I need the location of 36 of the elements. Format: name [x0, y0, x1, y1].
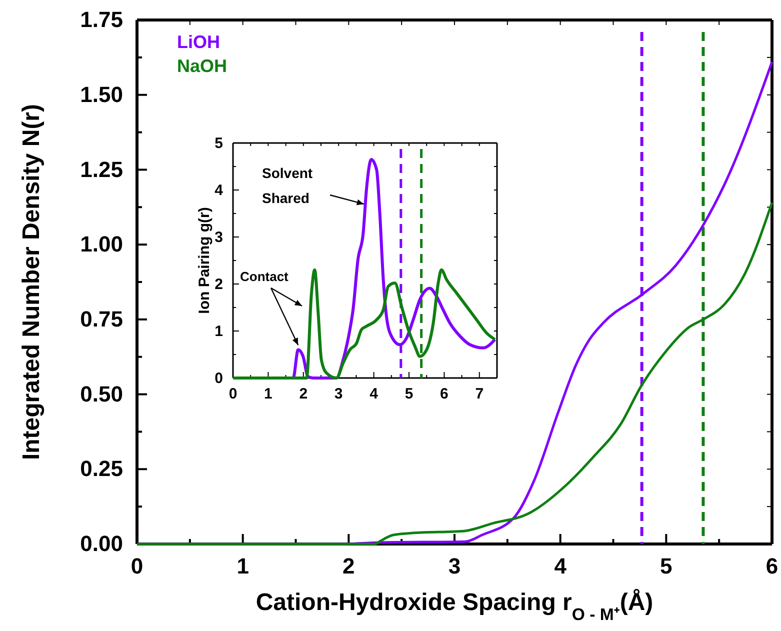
- y-tick-label: 4: [214, 182, 224, 199]
- x-axis-title: Cation-Hydroxide Spacing r$_{O - M⁺}$(Å): [256, 588, 654, 624]
- y-tick-label: 0.50: [80, 381, 123, 406]
- x-tick-label: 5: [660, 554, 672, 579]
- x-tick-label: 3: [334, 386, 343, 403]
- y-tick-label: 1.75: [80, 7, 123, 32]
- annotation: Contact: [240, 269, 290, 284]
- y-tick-label: 0.25: [80, 456, 123, 482]
- y-tick-label: 1.50: [80, 82, 123, 107]
- text: NaOH: [177, 56, 228, 76]
- text: LiOH: [177, 32, 220, 52]
- annotation: Solvent Shared: [262, 165, 313, 206]
- x-tick-label: 6: [766, 554, 778, 579]
- y-tick-label: 1.00: [80, 232, 123, 257]
- x-tick-label: 7: [475, 386, 484, 403]
- x-tick-label: 6: [440, 386, 448, 403]
- x-tick-label: 0: [228, 386, 238, 403]
- x-tick-label: 4: [554, 554, 568, 579]
- x-tick-label: 4: [370, 386, 379, 403]
- y-axis-title: Ion Pairing g(r): [196, 207, 213, 314]
- y-tick-label: 0: [214, 370, 223, 387]
- x-tick-label: 2: [342, 554, 355, 579]
- x-tick-label: 1: [236, 554, 249, 579]
- x-tick-label: 3: [448, 554, 461, 579]
- y-tick-label: 5: [214, 134, 223, 152]
- y-tick-label: 1: [214, 322, 223, 340]
- y-tick-label: 0.00: [80, 531, 123, 556]
- x-tick-label: 0: [130, 554, 144, 579]
- y-axis-title: Integrated Number Density N(r): [18, 104, 45, 460]
- x-tick-label: 1: [264, 386, 272, 403]
- y-tick-label: 3: [214, 228, 223, 246]
- x-tick-label: 2: [299, 386, 308, 403]
- y-tick-label: 2: [214, 276, 223, 293]
- x-tick-label: 5: [404, 386, 414, 403]
- y-tick-label: 0.75: [80, 306, 123, 332]
- y-tick-label: 1.25: [80, 156, 123, 182]
